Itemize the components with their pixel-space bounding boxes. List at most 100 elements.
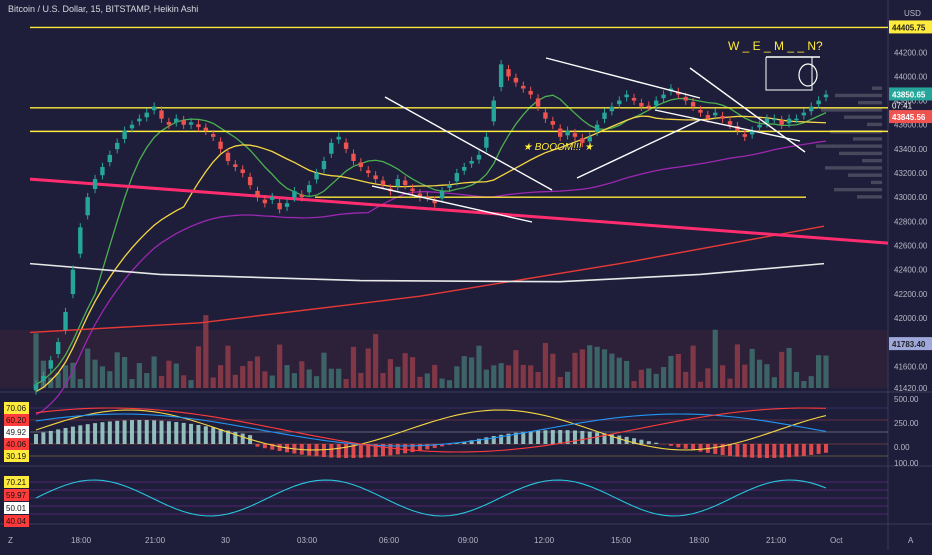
candle-body (41, 376, 45, 381)
y-tick-label: 42600.00 (894, 241, 928, 250)
volume-bar (646, 368, 651, 388)
candle-body (137, 119, 141, 122)
zoom-icon: Z (8, 536, 13, 545)
osc1-histogram-bar (684, 444, 688, 449)
volume-bar (33, 333, 38, 388)
osc1-histogram-bar (543, 430, 547, 444)
osc1-histogram-bar (204, 426, 208, 444)
candle-body (49, 360, 53, 368)
volume-bar (676, 354, 681, 388)
candle-body (521, 86, 525, 89)
osc1-histogram-bar (669, 444, 673, 446)
osc1-histogram-bar (366, 444, 370, 457)
osc1-histogram-bar (617, 436, 621, 444)
candle-body (632, 98, 636, 101)
candle-body (647, 106, 651, 108)
countdown-label: 07:41 (892, 101, 913, 110)
candle-body (506, 69, 510, 76)
osc1-histogram-bar (123, 420, 127, 444)
volume-bar (750, 349, 755, 388)
volume-bar (713, 330, 718, 388)
volume-bar (373, 334, 378, 388)
osc1-histogram-bar (182, 423, 186, 444)
volume-bar (240, 366, 245, 388)
volume-bar (336, 369, 341, 388)
candle-body (551, 121, 555, 125)
candle-body (204, 128, 208, 131)
candle-body (624, 95, 628, 98)
candle-body (292, 191, 296, 197)
candle-body (691, 102, 695, 107)
volume-bar (321, 353, 326, 388)
volume-bar (262, 371, 267, 388)
osc1-tick-label: 250.00 (894, 419, 919, 428)
volume-profile-bar (857, 195, 882, 198)
candle-body (34, 384, 38, 390)
volume-bar (506, 365, 511, 388)
volume-bar (395, 367, 400, 388)
osc1-histogram-bar (780, 444, 784, 458)
x-tick-label: 18:00 (71, 536, 92, 545)
auto-scale-icon: A (908, 536, 914, 545)
candle-body (816, 101, 820, 105)
osc1-histogram-bar (765, 444, 769, 458)
candle-body (787, 119, 791, 124)
candle-body (270, 197, 274, 200)
x-tick-label: 06:00 (379, 536, 400, 545)
candle-body (71, 270, 75, 294)
osc1-histogram-bar (115, 421, 119, 444)
volume-bar (122, 357, 127, 388)
candle-body (122, 131, 126, 139)
osc2-value-label: 50.01 (6, 504, 27, 513)
candle-body (706, 115, 710, 119)
candle-body (713, 113, 717, 116)
osc1-histogram-bar (698, 444, 702, 452)
volume-profile-bar (835, 94, 882, 97)
candle-body (263, 200, 267, 204)
candle-body (447, 185, 451, 188)
osc1-histogram-bar (64, 428, 68, 444)
volume-bar (779, 352, 784, 388)
volume-bar (166, 361, 171, 388)
candle-body (698, 110, 702, 113)
candle-body (145, 113, 149, 118)
candle-body (610, 107, 614, 112)
candle-body (241, 169, 245, 173)
volume-bar (661, 367, 666, 388)
volume-bar (521, 365, 526, 388)
volume-bar (639, 370, 644, 388)
volume-bar (654, 374, 659, 388)
osc1-histogram-bar (403, 444, 407, 453)
candle-body (218, 142, 222, 149)
candle-body (351, 154, 355, 161)
candle-body (743, 134, 747, 137)
volume-bar (314, 376, 319, 388)
candle-body (617, 101, 621, 105)
volume-profile-bar (867, 123, 882, 126)
volume-bar (358, 373, 363, 388)
candle-body (772, 119, 776, 121)
volume-bar (329, 369, 334, 388)
price-label-low: 41783.40 (892, 340, 926, 349)
osc1-histogram-bar (536, 431, 540, 444)
osc1-histogram-bar (49, 431, 53, 444)
osc1-value-label: 70.06 (6, 404, 27, 413)
x-tick-label: 21:00 (766, 536, 787, 545)
volume-bar (203, 315, 208, 388)
candle-body (477, 155, 481, 160)
osc1-histogram-bar (160, 421, 164, 444)
osc1-histogram-bar (56, 429, 60, 444)
volume-bar (181, 375, 186, 388)
volume-bar (668, 356, 673, 388)
volume-bar (78, 379, 83, 388)
osc1-histogram-bar (86, 424, 90, 444)
volume-bar (425, 373, 430, 388)
candle-body (189, 122, 193, 124)
osc1-histogram-bar (137, 420, 141, 444)
candle-body (115, 143, 119, 149)
osc1-histogram-bar (728, 444, 732, 456)
candle-body (536, 98, 540, 106)
candle-body (654, 101, 658, 106)
volume-bar (609, 354, 614, 388)
